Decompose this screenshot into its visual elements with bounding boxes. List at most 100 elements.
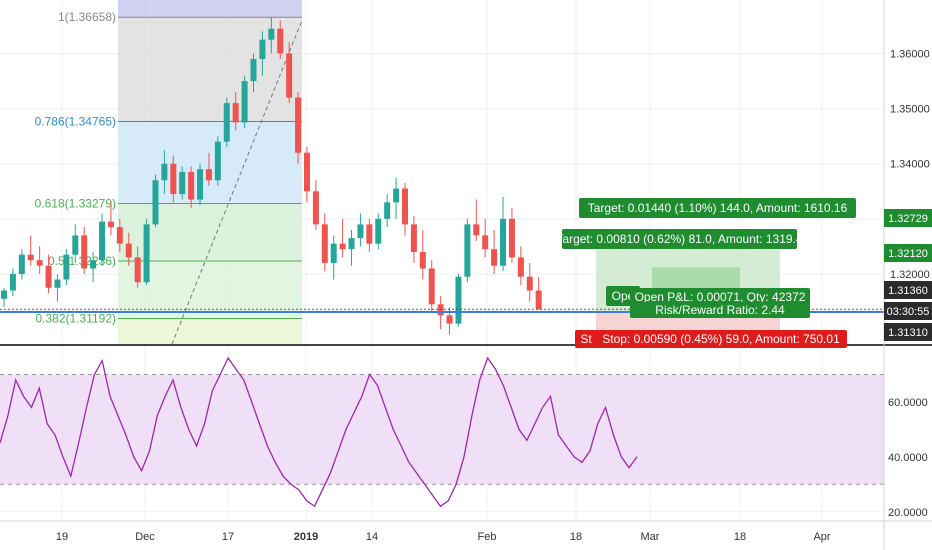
position-labels[interactable]: Target: 0.01440 (1.10%) 144.0, Amount: 1…: [556, 198, 856, 348]
oscillator-line: [0, 356, 638, 508]
candle: [116, 218, 123, 252]
candle: [268, 17, 275, 54]
oscillator-band: [0, 374, 884, 485]
candle-body: [500, 218, 507, 266]
candle: [107, 202, 114, 236]
price-tag-bg: [884, 302, 932, 320]
candle: [259, 31, 266, 76]
candle: [375, 213, 382, 250]
candle-body: [72, 235, 79, 255]
candle-body: [508, 218, 515, 258]
price-tag-text: 1.32120: [888, 248, 928, 260]
candle-body: [321, 224, 328, 263]
risk-reward-label[interactable]: Risk/Reward Ratio: 2.44: [630, 302, 810, 318]
price-tag: 1.31360: [884, 281, 932, 299]
fib-band: [118, 121, 302, 204]
candle: [348, 229, 355, 266]
fib-trend-line: [171, 20, 303, 345]
oscillator-axis-label: 60.0000: [888, 397, 928, 409]
candle: [508, 207, 515, 263]
candle-body: [197, 169, 204, 200]
candle: [54, 273, 61, 302]
target2-label[interactable]: Target: 0.01440 (1.10%) 144.0, Amount: 1…: [579, 198, 856, 218]
candle: [393, 177, 400, 219]
candle: [277, 20, 284, 59]
candle-body: [303, 152, 310, 192]
oscillator-axis-label: 40.0000: [888, 452, 928, 464]
open-pnl-label[interactable]: Open P&L: 0.00071, Qty: 42372: [630, 288, 810, 306]
price-tags: 1.32729 1.32120 1.31360 03:30:55 1.31310: [884, 209, 932, 341]
candle-body: [437, 304, 444, 316]
candle-body: [152, 180, 159, 225]
candle-body: [116, 227, 123, 244]
price-tag-bg: [884, 281, 932, 299]
candle: [197, 163, 204, 206]
candle-body: [339, 243, 346, 250]
candle: [1, 287, 7, 308]
candle: [134, 246, 141, 288]
candle-body: [223, 103, 230, 142]
time-axis-label: Apr: [813, 531, 830, 543]
candle: [473, 199, 480, 241]
candle: [491, 229, 498, 274]
fib-band: [118, 318, 302, 344]
candle-body: [401, 188, 408, 225]
candle-body: [455, 276, 462, 324]
candle-body: [330, 243, 337, 263]
candle-body: [161, 163, 168, 181]
candle: [205, 152, 212, 186]
stop-label-partial[interactable]: St: [575, 330, 597, 348]
candle-body: [170, 163, 177, 195]
candle: [330, 235, 337, 280]
candle: [179, 166, 186, 200]
candle: [232, 92, 239, 131]
candle-body: [277, 28, 284, 54]
candle: [482, 218, 489, 258]
candle-body: [491, 249, 498, 266]
candle-body: [464, 224, 471, 277]
candle: [99, 213, 106, 266]
fib-band: [118, 0, 302, 18]
candle: [357, 213, 364, 247]
fib-level-label: 1(1.36658): [58, 10, 116, 24]
fib-level-label: 0.618(1.33279): [35, 196, 116, 210]
price-tag-text: 1.31360: [888, 285, 928, 297]
time-axis-label: Feb: [478, 531, 497, 543]
price-tag-text: 1.31310: [888, 327, 928, 339]
candle: [312, 180, 319, 230]
fib-band: [118, 17, 302, 122]
candle-body: [428, 268, 435, 305]
stop-label[interactable]: Stop: 0.00590 (0.45%) 59.0, Amount: 750.…: [595, 330, 847, 348]
candle-body: [366, 224, 373, 244]
price-tag: 1.32729: [884, 209, 932, 227]
candle: [27, 235, 34, 266]
candle-body: [232, 103, 239, 123]
risk-reward-label-text: Risk/Reward Ratio: 2.44: [655, 303, 785, 317]
candle-body: [375, 218, 382, 244]
candle-body: [188, 172, 195, 200]
time-axis-label: Dec: [135, 531, 155, 543]
price-tag-text: 1.32729: [888, 213, 928, 225]
time-axis-label: 18: [734, 531, 746, 543]
price-tag-text: 03:30:55: [887, 306, 930, 318]
candle: [63, 249, 70, 286]
candle: [295, 92, 302, 164]
candle: [526, 262, 533, 302]
candle-body: [214, 141, 221, 181]
candle-body: [482, 235, 489, 250]
candle: [36, 246, 43, 274]
candle: [517, 246, 524, 286]
candle-body: [357, 224, 364, 239]
price-tag: 1.31310: [884, 323, 932, 341]
time-axis-label: 14: [366, 531, 378, 543]
time-axis-label: Mar: [641, 531, 660, 543]
target1-label[interactable]: Target: 0.00810 (0.62%) 81.0, Amount: 13…: [556, 229, 803, 249]
candle: [90, 251, 97, 283]
candle: [455, 273, 462, 327]
candle: [401, 183, 408, 236]
candle: [18, 249, 25, 280]
fibonacci-retracement[interactable]: 1(1.36658) 0.786(1.34765) 0.618(1.33279) 0.…: [35, 0, 303, 345]
candle-body: [99, 221, 106, 261]
